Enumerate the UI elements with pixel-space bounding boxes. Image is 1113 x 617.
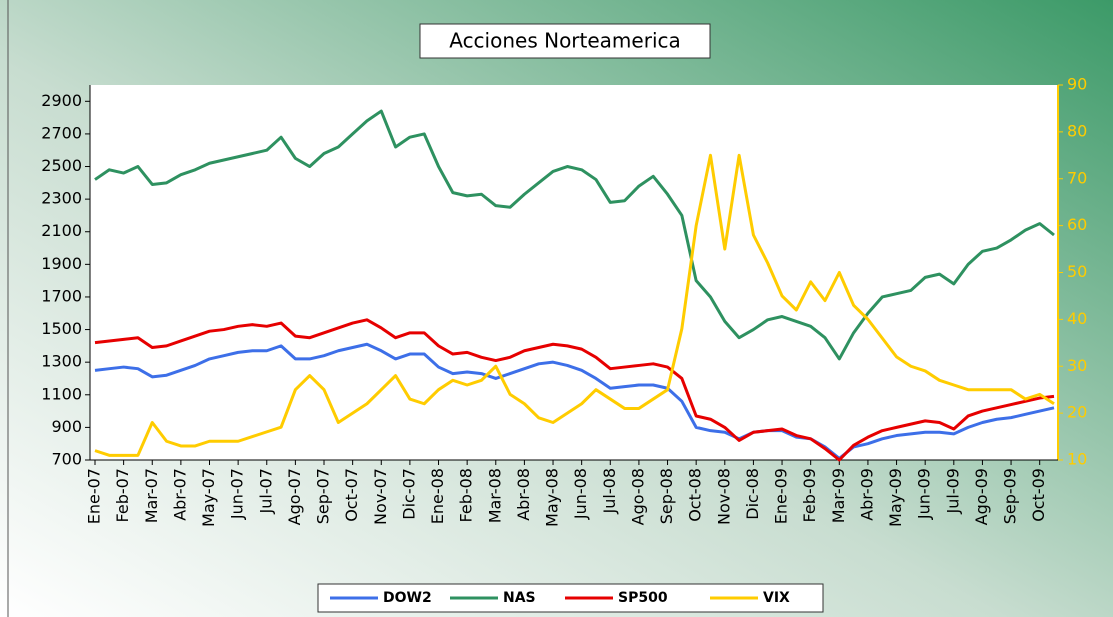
y2-tick-label: 40 xyxy=(1067,309,1087,328)
x-tick-label: Nov-08 xyxy=(714,468,733,525)
y-tick-label: 1700 xyxy=(41,286,82,305)
title-box xyxy=(419,23,711,59)
x-tick-label: Ago-07 xyxy=(285,468,304,525)
x-tick-label: May-09 xyxy=(886,468,905,527)
x-tick-label: May-07 xyxy=(199,468,218,527)
y2-tick-label: 80 xyxy=(1067,121,1087,140)
x-tick-label: Sep-08 xyxy=(657,468,676,524)
x-tick-label: Dic-08 xyxy=(743,468,762,520)
plot-area xyxy=(90,85,1058,460)
x-tick-label: Jun-09 xyxy=(915,468,934,520)
y-tick-label: 2700 xyxy=(41,123,82,142)
x-tick-label: Jul-09 xyxy=(943,468,962,514)
series-line xyxy=(94,153,1055,457)
x-tick-label: Sep-07 xyxy=(314,468,333,524)
x-tick-label: Ene-07 xyxy=(85,468,104,524)
legend-label: SP500 xyxy=(618,590,668,606)
y-tick-label: 2300 xyxy=(41,189,82,208)
x-tick-label: Sep-09 xyxy=(1001,468,1020,524)
x-tick-label: Jul-08 xyxy=(600,468,619,514)
y-tick-label: 1100 xyxy=(41,384,82,403)
y-tick-label: 700 xyxy=(51,450,82,469)
y-tick-label: 1900 xyxy=(41,254,82,273)
y2-tick-label: 60 xyxy=(1067,215,1087,234)
series-line xyxy=(94,318,1055,462)
x-tick-label: May-08 xyxy=(543,468,562,527)
y2-tick-label: 70 xyxy=(1067,168,1087,187)
legend-label: VIX xyxy=(763,590,790,606)
x-tick-label: Abr-09 xyxy=(857,468,876,521)
x-tick-label: Ene-08 xyxy=(428,468,447,524)
x-tick-label: Mar-09 xyxy=(829,468,848,523)
legend-label: DOW2 xyxy=(383,590,432,606)
chart-title: Acciones Norteamerica xyxy=(449,29,681,53)
x-tick-label: Oct-09 xyxy=(1029,468,1048,522)
y-tick-label: 2500 xyxy=(41,156,82,175)
y2-tick-label: 90 xyxy=(1067,75,1087,94)
y2-tick-label: 10 xyxy=(1067,450,1087,469)
x-tick-label: Abr-07 xyxy=(170,468,189,521)
y-tick-label: 1500 xyxy=(41,319,82,338)
x-tick-label: Mar-08 xyxy=(485,468,504,523)
x-tick-label: Feb-08 xyxy=(457,468,476,522)
x-tick-label: Feb-09 xyxy=(800,468,819,522)
x-tick-label: Nov-07 xyxy=(371,468,390,525)
x-tick-label: Jun-08 xyxy=(571,468,590,520)
y-tick-label: 900 xyxy=(51,417,82,436)
x-tick-label: Ago-09 xyxy=(972,468,991,525)
legend-label: NAS xyxy=(503,590,536,606)
x-tick-label: Feb-07 xyxy=(113,468,132,522)
y-tick-label: 1300 xyxy=(41,352,82,371)
x-tick-label: Oct-08 xyxy=(686,468,705,522)
x-tick-label: Jun-07 xyxy=(228,468,247,520)
y2-tick-label: 50 xyxy=(1067,262,1087,281)
y-tick-label: 2900 xyxy=(41,91,82,110)
series-line xyxy=(94,109,1055,361)
y-tick-label: 2100 xyxy=(41,221,82,240)
x-tick-label: Ago-08 xyxy=(628,468,647,525)
x-tick-label: Oct-07 xyxy=(342,468,361,522)
series-line xyxy=(94,342,1055,460)
y2-tick-label: 30 xyxy=(1067,356,1087,375)
x-tick-label: Abr-08 xyxy=(514,468,533,521)
x-tick-label: Ene-09 xyxy=(772,468,791,524)
y2-tick-label: 20 xyxy=(1067,403,1087,422)
x-tick-label: Dic-07 xyxy=(399,468,418,520)
x-tick-label: Mar-07 xyxy=(142,468,161,523)
x-tick-label: Jul-07 xyxy=(256,468,275,514)
